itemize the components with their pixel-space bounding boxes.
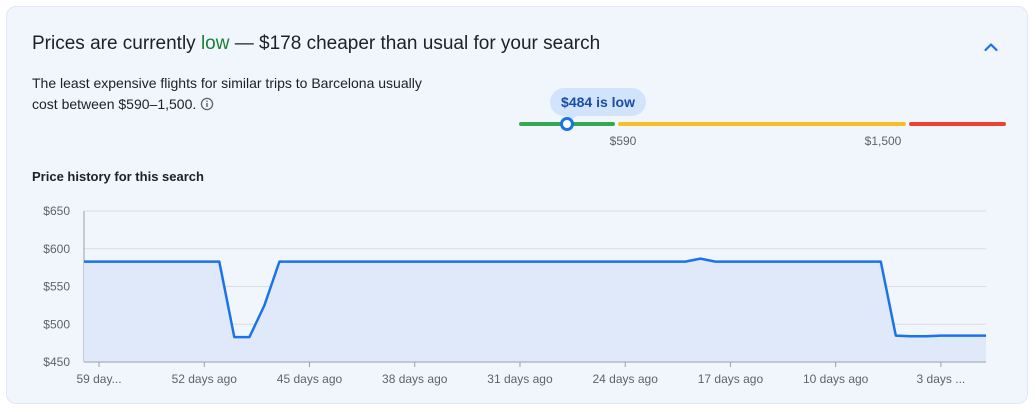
price-insight-card: Prices are currently low — $178 cheaper … <box>6 6 1028 404</box>
x-tick-label: 3 days ... <box>917 372 966 386</box>
price-description: The least expensive flights for similar … <box>32 73 432 117</box>
collapse-button[interactable] <box>979 35 1003 59</box>
price-history-chart: $650 $600 $550 $500 $450 59 day... 52 days ago… <box>43 204 986 386</box>
y-tick-label: $500 <box>43 317 70 331</box>
y-tick-label: $450 <box>43 355 70 369</box>
price-status: low <box>200 33 230 54</box>
price-line <box>84 257 986 339</box>
price-headline: Prices are currently low — $178 cheaper … <box>32 33 600 55</box>
x-tick-label: 17 days ago <box>698 372 764 386</box>
x-tick-label: 38 days ago <box>382 372 448 386</box>
chevron-up-icon <box>984 43 998 52</box>
x-tick-label: 24 days ago <box>593 372 659 386</box>
price-range-high-segment <box>909 122 1006 126</box>
price-history-title: Price history for this search <box>32 169 204 184</box>
headline-suffix: — $178 cheaper than usual for your searc… <box>229 33 601 54</box>
x-tick-label: 52 days ago <box>172 372 238 386</box>
y-tick-label: $650 <box>43 204 70 218</box>
price-area <box>84 258 986 362</box>
x-tick-label: 45 days ago <box>277 372 343 386</box>
x-tick-label: 59 day... <box>76 372 121 386</box>
y-tick-label: $550 <box>43 280 70 294</box>
current-price-marker <box>560 117 574 131</box>
x-tick-label: 10 days ago <box>803 372 869 386</box>
high-threshold-label: $1,500 <box>864 134 902 148</box>
low-threshold-label: $590 <box>609 134 637 148</box>
current-price-pill: $484 is low <box>550 88 646 121</box>
price-range-typical-segment <box>618 122 906 126</box>
info-icon[interactable] <box>200 96 214 117</box>
description-text: The least expensive flights for similar … <box>32 75 422 112</box>
y-tick-label: $600 <box>43 242 70 256</box>
x-tick-label: 31 days ago <box>487 372 553 386</box>
headline-prefix: Prices are currently <box>32 33 201 54</box>
